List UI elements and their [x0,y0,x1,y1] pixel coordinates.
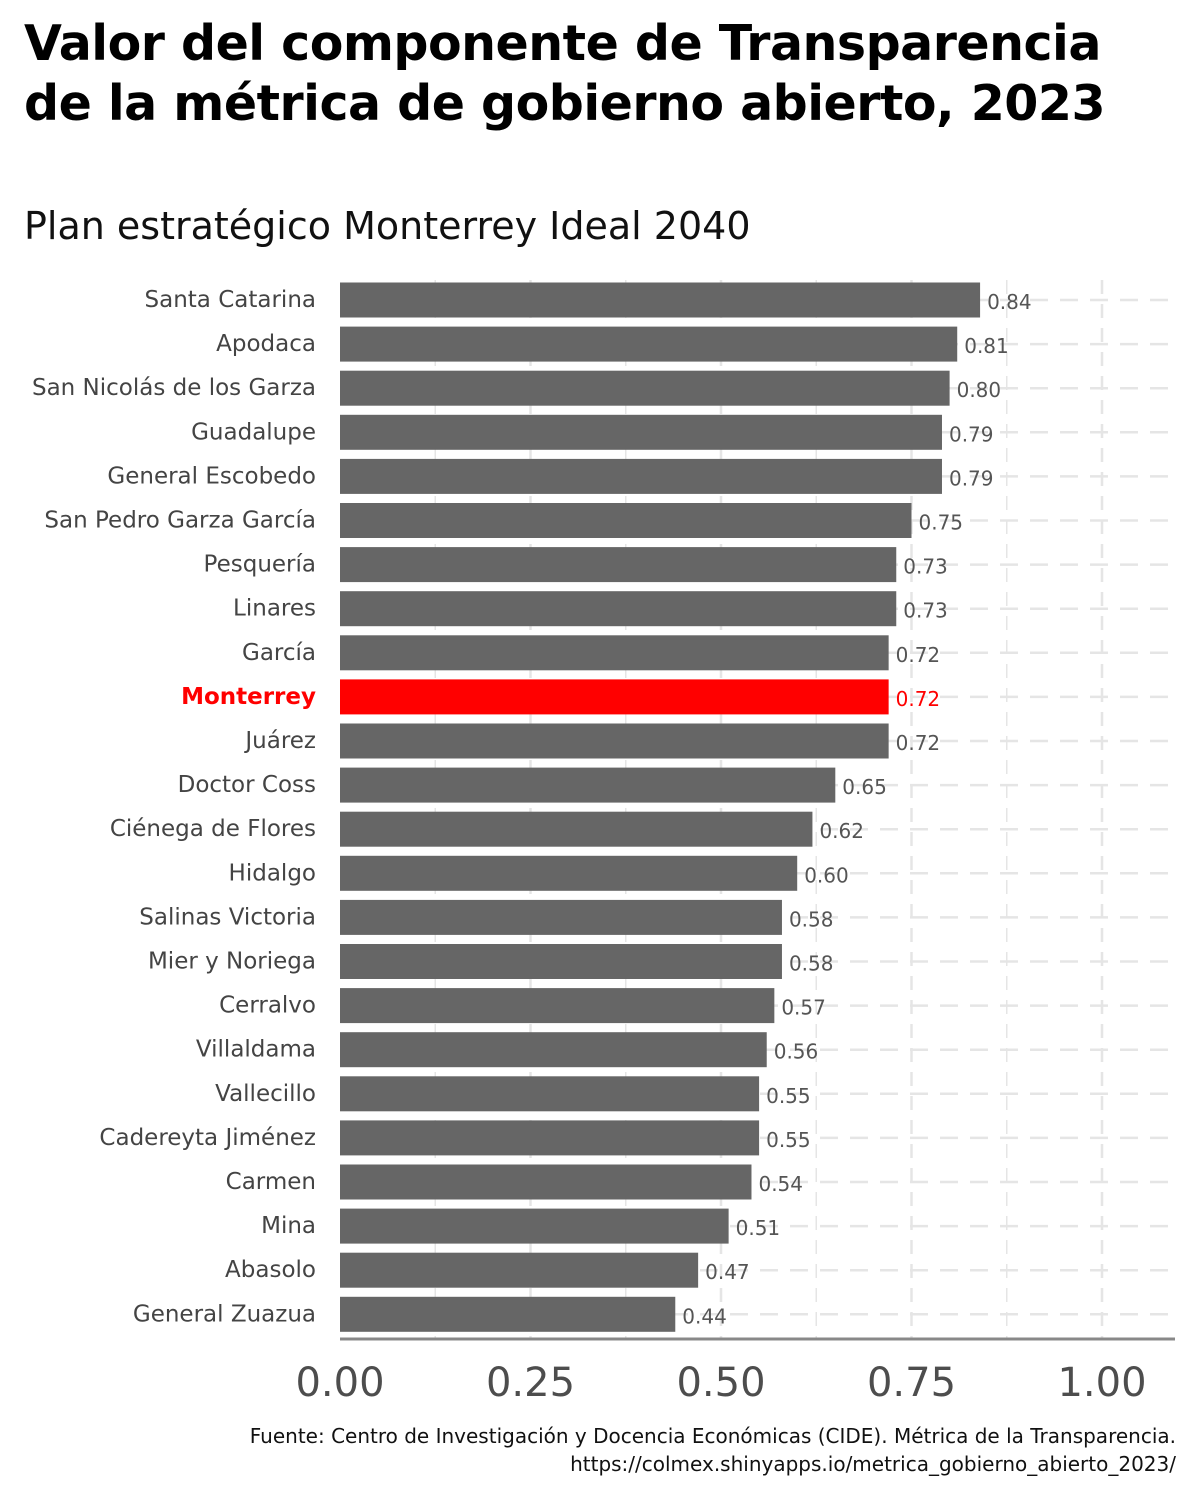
value-label: 0.72 [896,731,941,755]
category-label: Vallecillo [215,1081,316,1107]
bar [340,326,958,362]
x-tick-label: 1.00 [1057,1360,1146,1406]
x-tick-label: 0.75 [867,1360,956,1406]
chart-subtitle: Plan estratégico Monterrey Ideal 2040 [24,204,751,248]
bar [340,767,836,803]
bar-chart: Santa Catarina Apodaca San Nicolás de los … [32,280,1175,1406]
value-label: 0.84 [987,290,1032,314]
value-label: 0.81 [964,334,1009,358]
bar [340,855,798,891]
value-label: 0.75 [919,511,964,535]
category-label: Cerralvo [219,993,316,1019]
category-label: Abasolo [225,1257,316,1283]
bar [340,899,782,935]
value-label: 0.65 [842,775,887,799]
category-label: Villaldama [196,1037,316,1063]
caption-url: https://colmex.shinyapps.io/metrica_gobi… [570,1452,1176,1476]
category-label: Carmen [226,1169,316,1195]
category-label: Ciénega de Flores [110,816,316,842]
bar [340,1032,767,1068]
x-tick-label: 0.25 [486,1360,575,1406]
category-label: Monterrey [181,684,316,710]
value-label: 0.58 [789,907,834,931]
bar [340,1296,676,1332]
bar [340,1120,760,1156]
bar [340,282,981,318]
category-label: Santa Catarina [145,287,316,313]
value-label: 0.79 [949,466,994,490]
category-label: San Nicolás de los Garza [32,375,316,401]
category-labels: Santa Catarina Apodaca San Nicolás de los … [32,287,316,1327]
value-label: 0.62 [819,819,864,843]
category-label: General Escobedo [107,463,316,489]
bar [340,458,942,494]
category-label: García [242,640,316,666]
value-label: 0.72 [896,643,941,667]
value-label: 0.47 [705,1260,750,1284]
category-label: San Pedro Garza García [44,508,316,534]
bar [340,635,889,671]
caption: Fuente: Centro de Investigación y Docenc… [250,1422,1176,1478]
value-label: 0.54 [758,1172,803,1196]
bar [340,944,782,979]
bar [340,1208,729,1244]
value-label: 0.55 [766,1084,811,1108]
value-label: 0.51 [736,1216,781,1240]
value-label: 0.55 [766,1128,811,1152]
bar [340,370,950,406]
bar [340,723,889,759]
bar [340,1076,760,1112]
category-label: Pesquería [204,552,316,578]
value-label: 0.79 [949,422,994,446]
value-label: 0.44 [682,1304,727,1328]
value-label: 0.60 [804,863,849,887]
bar [340,503,912,538]
bar [340,547,897,583]
chart-title: Valor del componente de Transparencia de… [24,15,1106,132]
value-label: 0.80 [957,378,1002,402]
bar [340,811,813,847]
caption-source: Fuente: Centro de Investigación y Docenc… [249,1424,1176,1448]
grid-lines [340,280,1175,1338]
value-label: 0.72 [896,687,941,711]
bar [340,679,889,715]
value-labels: 0.84 0.81 0.80 0.79 0.79 0.75 0.73 0.73 0.72 0.72… [682,290,1031,1328]
bar [340,1164,752,1200]
category-label: Mier y Noriega [148,949,316,975]
x-tick-label: 0.00 [295,1360,384,1406]
category-label: Juárez [243,728,316,754]
category-label: Guadalupe [191,419,316,445]
category-label: Cadereyta Jiménez [99,1125,316,1151]
value-label: 0.73 [903,555,948,579]
value-label: 0.73 [903,599,948,623]
category-label: Linares [233,596,316,622]
category-label: Salinas Victoria [139,904,316,930]
x-tick-label: 0.50 [676,1360,765,1406]
category-label: Mina [261,1213,316,1239]
bar [340,414,942,450]
x-tick-labels: 0.00 0.25 0.50 0.75 1.00 [295,1360,1146,1406]
value-label: 0.56 [774,1040,819,1064]
bar [340,1252,699,1288]
value-label: 0.57 [781,996,826,1020]
bars [340,282,981,1332]
category-label: Doctor Coss [178,772,316,798]
category-label: Hidalgo [229,860,316,886]
bar [340,591,897,627]
category-label: General Zuazua [133,1301,316,1327]
category-label: Apodaca [216,331,316,357]
bar [340,988,775,1024]
value-label: 0.58 [789,952,834,976]
